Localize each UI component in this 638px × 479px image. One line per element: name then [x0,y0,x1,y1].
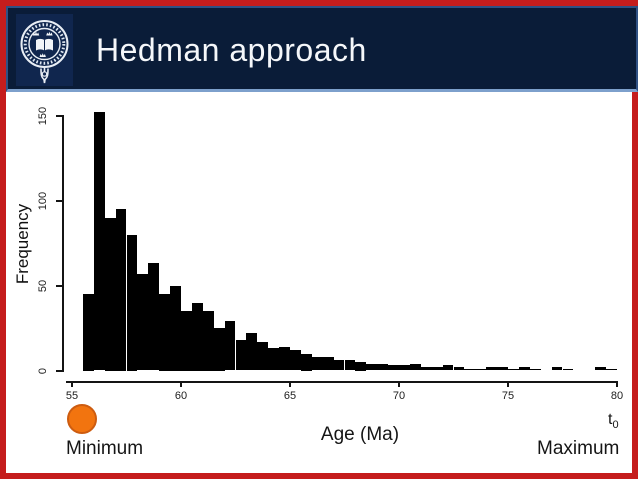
x-tick [289,382,291,387]
x-tick [616,382,618,387]
histogram-bar [355,362,367,371]
histogram-bar [377,363,389,371]
y-tick [56,199,62,202]
slide-title: Hedman approach [96,32,367,68]
histogram-bar [159,294,171,371]
oxford-university-logo-icon [16,14,73,86]
histogram-bar [399,365,410,371]
histogram-bar [595,367,607,371]
histogram-bar [148,263,160,371]
histogram-bar [464,368,476,371]
y-tick-label: 50 [37,279,49,292]
x-tick-label: 70 [392,390,406,402]
histogram-bar [126,234,138,371]
y-tick [56,114,62,117]
histogram-bar [311,356,323,371]
histogram-bar [290,350,301,371]
x-tick [398,382,400,387]
slide-header: Hedman approach [6,6,638,92]
histogram-bar [344,360,356,371]
x-tick-label: 55 [65,390,79,402]
histogram-bar [366,363,378,371]
histogram-bar [431,367,443,371]
histogram-bar [322,356,334,371]
x-tick-label: 80 [610,390,624,402]
histogram-bar [104,217,116,371]
x-tick-label: 75 [501,390,515,402]
histogram-bar [562,368,574,371]
x-axis-line [66,381,618,383]
histogram-bar [475,368,487,371]
histogram-bar [191,302,203,371]
histogram-bar [202,311,214,371]
histogram-bar [82,294,94,371]
histogram-bar [224,321,236,371]
histogram-bar [137,273,149,371]
y-tick [56,369,62,372]
y-axis-title: Frequency [13,203,32,285]
histogram-bar [409,363,421,371]
histogram-bar [279,346,290,371]
histogram-bar [486,367,498,371]
histogram-bar [170,285,181,371]
histogram-bar [442,365,454,371]
histogram-bar [115,209,127,371]
minimum-marker-dot [67,404,97,434]
histogram-bar [300,353,312,371]
histogram-bar [246,333,258,371]
x-tick [180,382,182,387]
histogram-bar [518,367,530,371]
x-tick-label: 60 [174,390,188,402]
x-tick [71,382,73,387]
x-tick-label: 65 [283,390,297,402]
y-tick [56,284,62,287]
y-tick-label: 150 [37,106,49,125]
t0-label: t0 [608,411,619,432]
minimum-label: Minimum [66,438,144,459]
histogram-bar [453,367,465,371]
maximum-label: Maximum [537,438,620,459]
histogram-bar [257,341,269,371]
x-tick [507,382,509,387]
histogram-bar [606,368,617,371]
histogram-bar [93,112,105,371]
histogram-bar [529,368,541,371]
histogram-bar [551,367,563,371]
histogram-bar [420,367,432,371]
y-axis-line [62,115,64,372]
x-axis-title: Age (Ma) [320,424,400,445]
y-tick-label: 0 [37,367,49,374]
histogram-bar [213,328,225,371]
histogram-bar [333,360,345,371]
histogram-bar [235,339,247,371]
histogram-bar [508,368,519,371]
histogram-bar [181,311,192,371]
histogram-bar [388,365,399,371]
histogram-bar [497,367,508,371]
histogram-bar [268,348,280,371]
y-tick-label: 100 [37,191,49,210]
